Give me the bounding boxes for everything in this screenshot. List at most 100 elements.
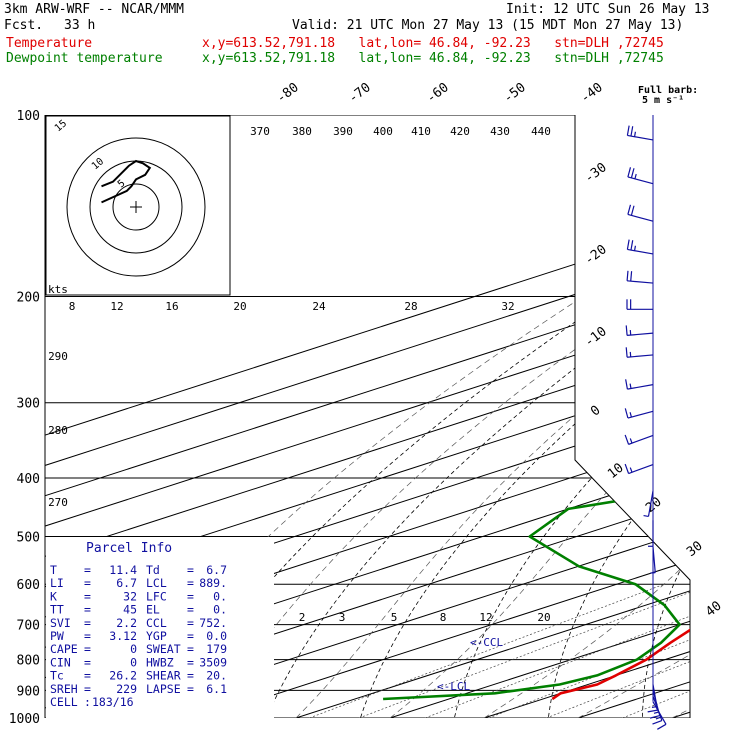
- parcel-row-value: 26.2: [109, 669, 137, 683]
- parcel-row-label: CIN: [50, 655, 71, 669]
- temperature-trace: [551, 115, 690, 701]
- wind-barb-flag: [624, 463, 630, 474]
- parcel-row-label: SHEAR: [146, 669, 181, 683]
- theta-label: 420: [450, 125, 470, 138]
- isotherm-label: -30: [582, 160, 610, 186]
- isotherm-line: [45, 115, 690, 718]
- wind-barb: [627, 134, 654, 141]
- dry-adiabat: [735, 128, 740, 731]
- wind-barb-flag: [633, 245, 637, 251]
- pressure-tick-label: 400: [17, 472, 40, 487]
- parcel-row-value: 2.2: [116, 616, 137, 630]
- parcel-row-value: 179: [206, 642, 227, 656]
- wind-barb: [627, 410, 654, 419]
- parcel-row-value: 0.0: [206, 629, 227, 643]
- wind-barb: [627, 213, 654, 222]
- hodograph-trace: [101, 159, 152, 204]
- dewpoint-legend: Dewpoint temperature: [6, 51, 163, 66]
- parcel-row-separator: =: [84, 563, 91, 577]
- wind-legend-title: Full barb:: [638, 85, 698, 96]
- wind-barb-flag: [634, 173, 637, 180]
- parcel-row-label: CAPE: [50, 642, 78, 656]
- parcel-row-label: CCL: [146, 616, 167, 630]
- mixing-ratio-label: 8: [440, 611, 447, 624]
- thetae-label: 28: [404, 300, 417, 313]
- wind-barb: [628, 434, 654, 445]
- parcel-row-value: 229: [116, 682, 137, 696]
- model-title: 3km ARW-WRF -- NCAR/MMM: [4, 2, 185, 17]
- parcel-row-separator: =: [84, 629, 91, 643]
- thetae-label: 20: [233, 300, 246, 313]
- parcel-row-value: 752.: [199, 616, 227, 630]
- isotherm-label: -70: [346, 80, 374, 106]
- parcel-row-label: SVI: [50, 616, 71, 630]
- wind-barb-flag: [624, 434, 630, 445]
- wind-barb: [627, 384, 654, 390]
- wind-barb: [627, 248, 654, 255]
- theta-label: 280: [48, 424, 68, 437]
- hodograph-ring-label: 5: [116, 178, 128, 190]
- parcel-row-separator: =: [84, 669, 91, 683]
- forecast-hours: 33 h: [64, 18, 96, 33]
- parcel-row-label: K: [50, 589, 57, 603]
- isotherm-line: [45, 115, 690, 718]
- parcel-row-value: 0.: [213, 589, 227, 603]
- parcel-row-separator: =: [84, 603, 91, 617]
- isotherm-label: 30: [684, 539, 706, 560]
- parcel-info-box: Parcel Info T = 11.4 Td = 6.7 LI = 6.7 LCL = 889. K =…: [46, 537, 274, 718]
- parcel-row-separator: =: [84, 576, 91, 590]
- isotherm-line: [201, 115, 690, 718]
- mixing-ratio-label: 20: [537, 611, 550, 624]
- lcl-annotation: <-LCL: [437, 680, 470, 693]
- parcel-row-label: LFC: [146, 589, 167, 603]
- thetae-label: 8: [69, 300, 76, 313]
- dry-adiabat: [356, 127, 690, 718]
- pressure-tick-label: 200: [17, 291, 40, 306]
- theta-label: 270: [48, 496, 68, 509]
- pressure-tick-label: 500: [17, 530, 40, 545]
- parcel-row-separator: =: [84, 642, 91, 656]
- theta-label: 290: [48, 350, 68, 363]
- parcel-info-background: [46, 537, 274, 718]
- parcel-row-label: T: [50, 563, 57, 577]
- wind-barb-flag: [649, 714, 660, 719]
- wind-barb-flag: [624, 408, 629, 419]
- wind-barb: [647, 490, 654, 517]
- wind-barb-flag: [630, 271, 633, 282]
- isotherm-line: [483, 115, 690, 718]
- theta-label: 400: [373, 125, 393, 138]
- wind-barb: [652, 701, 667, 725]
- hodograph-ring: [112, 183, 160, 231]
- isotherm-label: 40: [703, 599, 725, 620]
- parcel-row-separator: =: [187, 682, 194, 696]
- parcel-row-label: PW: [50, 629, 64, 643]
- parcel-row-separator: =: [187, 629, 194, 643]
- mixing-ratio-label: 3: [339, 611, 346, 624]
- pressure-tick-label: 800: [17, 654, 40, 669]
- theta-label: 380: [292, 125, 312, 138]
- parcel-row-separator: =: [187, 589, 194, 603]
- parcel-row-label: Tc: [50, 669, 64, 683]
- moist-adiabat: [389, 139, 690, 718]
- isotherm-label: -50: [501, 80, 529, 106]
- parcel-row-separator: =: [187, 616, 194, 630]
- wind-barb-column: [624, 115, 667, 730]
- wind-barb-flag: [625, 379, 628, 390]
- parcel-row-value: 6.7: [206, 563, 227, 577]
- wind-barb-flag: [626, 239, 630, 250]
- mixing-ratio-label: 2: [299, 611, 306, 624]
- parcel-row-label: LAPSE: [146, 682, 181, 696]
- isotherm-line: [577, 115, 690, 718]
- wind-barb-flag: [657, 723, 667, 730]
- forecast-label: Fcst.: [4, 18, 44, 33]
- wind-barb-flag: [655, 716, 661, 720]
- isotherm-line: [671, 115, 690, 718]
- temperature-legend: Temperature: [6, 36, 93, 51]
- wind-barb-flag: [629, 412, 632, 418]
- mixing-ratio-line: [424, 583, 690, 718]
- mixing-ratio-label: 5: [391, 611, 398, 624]
- dry-adiabat: [546, 127, 690, 718]
- hodograph-units: kts: [48, 283, 68, 296]
- thetae-label: 24: [312, 300, 326, 313]
